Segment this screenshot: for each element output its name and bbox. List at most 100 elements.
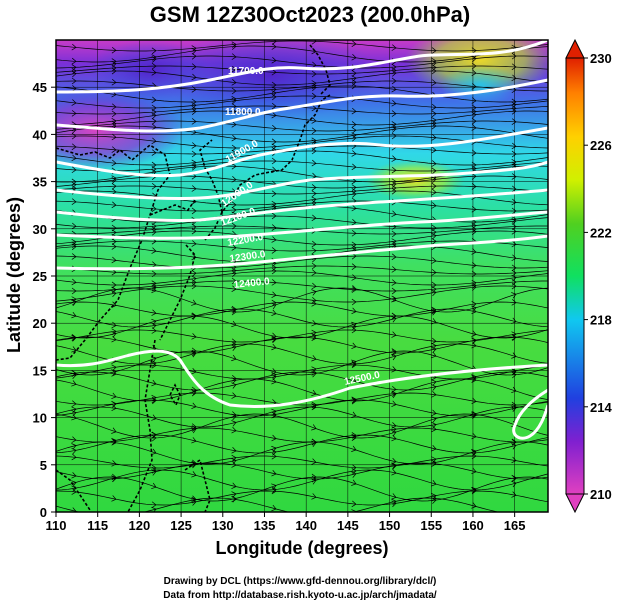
streamline-arrow [511,456,517,464]
streamline-arrow [311,262,317,270]
streamline [56,476,548,502]
streamline-arrow [391,166,397,174]
streamline-arrow [71,110,77,117]
streamline-arrow [511,480,517,488]
colorbar-tick-label: 230 [590,51,612,66]
streamline-arrow [351,307,357,315]
streamline-arrow [151,47,157,55]
streamline-arrow [431,182,437,190]
streamline-arrow [231,491,237,498]
streamline-arrow [471,183,477,190]
streamline-arrow [111,201,117,209]
streamline-arrow [351,361,357,369]
streamline-arrow [231,134,237,142]
streamline-arrow [111,256,117,264]
streamline-arrow [111,188,117,195]
streamline-arrow [471,47,477,54]
streamline-arrow [71,400,77,407]
streamline-arrow [191,461,197,469]
streamline-arrow [151,327,157,334]
contour-label: 12400.0 [233,276,271,291]
streamline [56,406,548,428]
streamline-arrow [471,124,477,131]
streamline-arrow [71,67,77,75]
colorbar-tick-label: 214 [590,400,612,415]
y-tick-label: 20 [33,316,47,331]
streamline-arrow [351,471,357,478]
streamline-arrow [231,270,237,277]
streamline-arrow [511,474,517,482]
streamline-arrow [151,247,157,254]
streamline-arrow [231,285,237,292]
streamline-arrow [111,404,117,412]
streamline [56,413,548,439]
streamline-arrow [271,445,277,453]
y-tick-label: 25 [33,269,47,284]
streamline-arrow [111,146,117,153]
streamline-arrow [351,132,357,139]
streamline-arrow [431,494,437,502]
streamline-arrow [151,226,157,233]
streamline-arrow [231,377,237,384]
streamline-arrow [431,202,437,209]
streamline-arrow [271,377,277,385]
streamline-arrow [231,426,237,434]
streamline-arrow [111,78,117,86]
streamline-arrow [271,504,277,512]
streamline-arrow [111,118,117,125]
streamline-arrow [271,224,277,231]
colorbar: 210 214 218 222 226 230 [565,38,612,514]
streamline-arrow [351,433,357,441]
streamline [56,434,548,454]
streamline-arrow [351,397,357,405]
streamline-arrow [391,353,397,361]
streamline-arrow [511,299,517,306]
streamline-arrow [471,412,477,420]
streamline-arrow [151,56,157,63]
streamline-arrow [111,286,117,294]
streamline-arrow [431,480,437,487]
streamline-arrow [111,58,117,65]
y-tick-label: 45 [33,80,47,95]
streamline-arrow [231,482,237,489]
streamline-arrow [71,166,77,174]
streamline-arrow [391,100,397,107]
streamline [56,160,548,172]
y-tick-label: 10 [33,411,47,426]
streamline-arrow [391,132,397,140]
colorbar-ramp [565,57,585,495]
streamline-arrow [511,74,517,82]
colorbar-tick-label: 226 [590,138,612,153]
streamline-arrow [511,333,517,341]
streamline-arrow [191,227,197,235]
streamline [56,455,548,469]
streamline [56,80,548,92]
x-tick-label: 120 [129,518,151,533]
plot-title: GSM 12Z30Oct2023 (200.0hPa) [150,2,470,27]
streamline-arrow [191,73,197,81]
streamline-arrow [231,344,237,351]
streamline-arrow [351,163,357,171]
streamline-arrow [231,267,237,275]
streamline-arrow [351,360,357,368]
streamline-arrow [151,112,157,120]
streamline-arrow [431,460,437,467]
streamline-arrow [271,124,277,132]
streamline-arrow [71,488,77,495]
streamline-arrow [151,482,157,490]
streamline-arrow [191,150,197,158]
streamline-arrow [111,133,117,141]
streamline-arrow [231,103,237,110]
streamline-arrow [111,110,117,118]
streamline [56,110,548,126]
streamline-arrow [111,290,117,298]
streamline-arrow [111,370,117,377]
x-tick-label: 115 [87,518,108,533]
streamline-arrow [511,443,517,450]
streamline [56,70,548,86]
streamline-arrow [351,204,357,212]
streamline-arrow [391,85,397,93]
contour-label: 12300.0 [229,249,267,265]
streamline-arrow [111,328,117,335]
streamline-arrow [151,228,157,236]
